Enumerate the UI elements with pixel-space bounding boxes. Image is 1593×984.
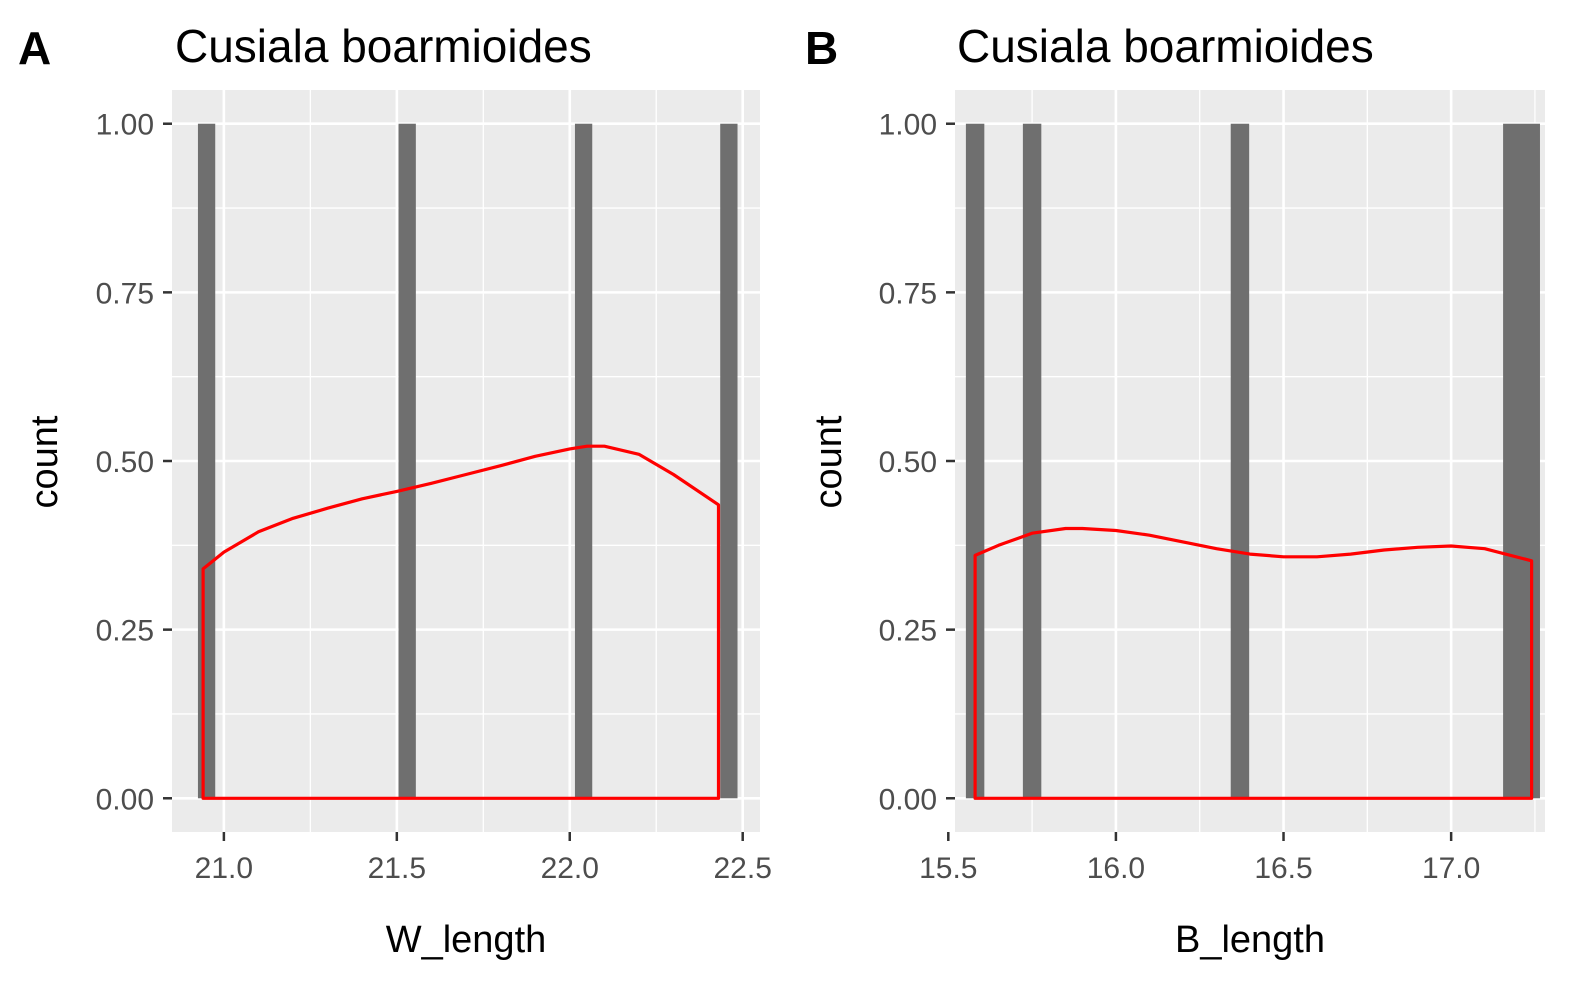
histogram-bar [574,123,593,799]
density-curve [973,526,1534,800]
y-tick-label: 0.25 [96,615,154,648]
histogram-bar [1022,123,1042,799]
y-tick-label: 1.00 [879,109,937,142]
panel-b: B Cusiala boarmioides B_length count 15.… [805,20,1545,961]
x-tick-label: 21.5 [368,852,426,885]
chart-title: Cusiala boarmioides [957,20,1374,72]
y-tick-label: 0.00 [96,783,154,816]
panel-label: B [805,22,838,74]
histogram-bar [197,123,216,799]
y-tick-label: 0.75 [96,277,154,310]
panel-label: A [18,22,51,74]
x-axis-title: W_length [386,919,547,961]
chart-title: Cusiala boarmioides [175,20,592,72]
y-tick-label: 1.00 [96,109,154,142]
histogram-bar [1503,123,1540,799]
x-axis-title: B_length [1175,919,1325,961]
histogram-bar [398,123,416,799]
y-tick-label: 0.50 [879,446,937,479]
x-tick-label: 15.5 [919,852,977,885]
panel-a: A Cusiala boarmioides W_length count 21.… [18,20,772,961]
x-tick-label: 16.5 [1254,852,1312,885]
density-curve [201,444,721,800]
histogram-bar [965,123,985,799]
y-tick-label: 0.75 [879,277,937,310]
x-tick-label: 17.0 [1422,852,1480,885]
y-axis-title: count [24,415,66,508]
histogram-bar [720,123,738,799]
x-tick-label: 16.0 [1087,852,1145,885]
x-tick-label: 21.0 [195,852,253,885]
x-tick-label: 22.5 [714,852,772,885]
y-tick-label: 0.25 [879,615,937,648]
x-tick-label: 22.0 [541,852,599,885]
y-tick-label: 0.50 [96,446,154,479]
y-tick-label: 0.00 [879,783,937,816]
histogram-bar [1230,123,1250,799]
y-axis-title: count [808,415,850,508]
